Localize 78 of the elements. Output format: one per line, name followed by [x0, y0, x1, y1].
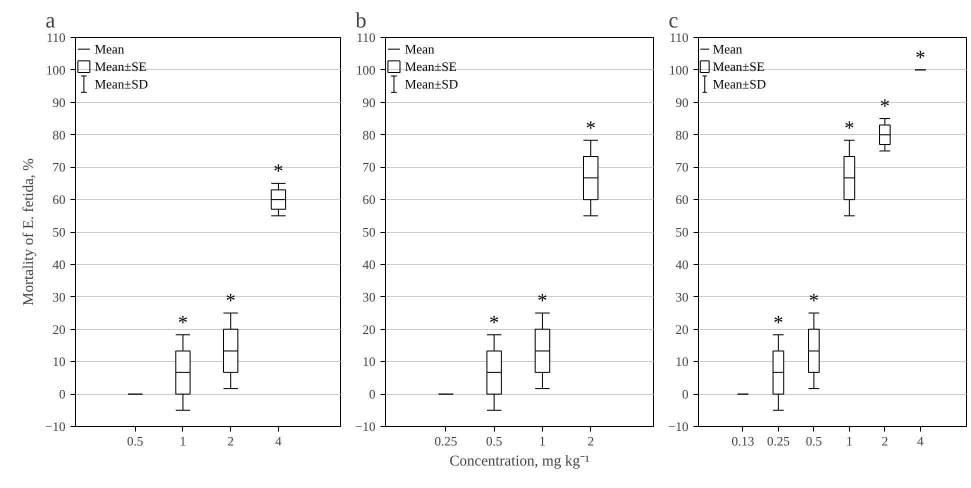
x-tick-label: 2	[227, 434, 234, 448]
y-tick-label: 90	[362, 94, 376, 110]
annotation: Mean	[404, 42, 435, 57]
x-axis-title: Concentration, mg kg⁻¹	[450, 454, 590, 470]
annotation: Mean	[94, 42, 125, 57]
y-tick-label: 90	[676, 94, 688, 110]
y-tick-label: −10	[45, 419, 66, 434]
y-tick-label: 40	[52, 256, 66, 272]
x-tick-label: 0.25	[434, 434, 458, 448]
annotation: Mean±SE	[712, 59, 765, 74]
annotation: Mean	[712, 42, 743, 57]
annotation: Mean±SE	[404, 59, 457, 74]
y-tick-label: 100	[356, 62, 376, 78]
y-tick-label: 10	[52, 354, 66, 370]
annotation: *	[537, 290, 548, 312]
annotation: Mean±SD	[94, 76, 148, 92]
annotation: *	[489, 312, 500, 334]
y-tick-label: 0	[369, 386, 376, 402]
y-tick-label: 60	[676, 192, 688, 208]
annotation: *	[880, 96, 890, 118]
y-tick-label: 50	[676, 224, 688, 240]
x-tick-label: 1	[539, 434, 546, 448]
annotation: *	[226, 290, 236, 312]
annotation: *	[586, 117, 596, 140]
annotation: *	[808, 290, 819, 312]
y-tick-label: 110	[46, 30, 66, 45]
annotation: Mean±SD	[404, 76, 458, 92]
y-tick-label: 60	[52, 192, 66, 208]
y-tick-label: 40	[676, 256, 688, 272]
x-tick-label: 4	[275, 434, 282, 448]
annotation: *	[844, 117, 854, 140]
y-tick-label: 30	[676, 289, 688, 304]
y-tick-label: 50	[362, 224, 376, 240]
annotation: Mean±SD	[712, 76, 766, 92]
y-tick-label: 80	[52, 127, 66, 142]
annotation: *	[273, 160, 284, 182]
y-tick-label: 110	[356, 30, 376, 45]
y-tick-label: 70	[362, 160, 376, 175]
y-tick-label: 110	[669, 30, 689, 45]
y-tick-label: 0	[682, 386, 688, 402]
x-tick-label: 0.13	[731, 434, 754, 448]
x-tick-label: 0.5	[806, 434, 822, 448]
chart-title: c	[668, 8, 678, 32]
y-tick-label: 100	[46, 62, 66, 78]
x-tick-label: 2	[882, 434, 888, 448]
y-tick-label: 80	[676, 127, 688, 142]
y-tick-label: 20	[676, 322, 688, 337]
annotation: *	[773, 312, 784, 334]
y-tick-label: 10	[676, 354, 688, 370]
annotation: Mean±SE	[94, 59, 147, 74]
x-tick-label: 4	[917, 434, 924, 448]
y-tick-label: 40	[362, 256, 376, 272]
y-tick-label: 20	[52, 322, 66, 337]
y-tick-label: −10	[355, 419, 376, 434]
x-tick-label: 0.25	[766, 434, 790, 448]
y-tick-label: 60	[362, 192, 376, 208]
chart-title: a	[46, 8, 56, 32]
x-tick-label: 0.5	[486, 434, 502, 448]
y-tick-label: 20	[362, 322, 376, 337]
y-tick-label: 90	[52, 94, 66, 110]
annotation: *	[915, 46, 926, 69]
x-tick-label: 1	[180, 434, 186, 448]
y-tick-label: 100	[669, 62, 688, 78]
y-tick-label: 80	[362, 127, 376, 142]
y-tick-label: 70	[676, 160, 688, 175]
chart-title: b	[356, 8, 366, 32]
y-tick-label: 70	[52, 160, 66, 175]
y-tick-label: 30	[362, 289, 376, 304]
annotation: *	[178, 312, 188, 334]
y-tick-label: 50	[52, 224, 66, 240]
x-tick-label: 2	[587, 434, 594, 448]
y-axis-title: Mortality of E. fetida, %	[21, 158, 38, 306]
x-tick-label: 1	[846, 434, 853, 448]
y-tick-label: 0	[59, 386, 66, 402]
y-tick-label: 30	[52, 289, 66, 304]
x-tick-label: 0.5	[127, 434, 144, 448]
y-tick-label: 10	[362, 354, 376, 370]
y-tick-label: −10	[668, 419, 689, 434]
